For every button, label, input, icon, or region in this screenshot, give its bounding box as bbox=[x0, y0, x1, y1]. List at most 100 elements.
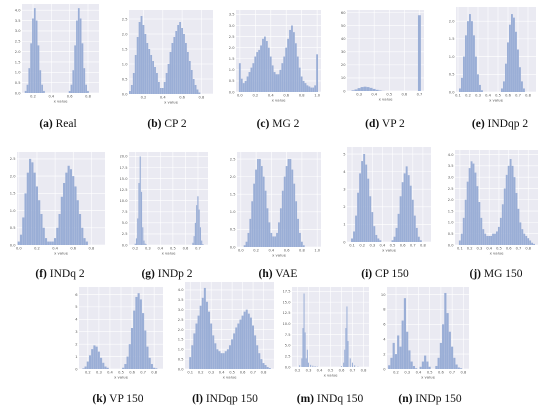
y-tick-label: 0 bbox=[383, 367, 386, 371]
histogram-bar bbox=[467, 21, 469, 93]
histogram-bar bbox=[22, 217, 25, 245]
panel-caption-i: (i) CP 150 bbox=[320, 268, 450, 280]
histogram-bar bbox=[266, 367, 269, 369]
histogram-bar bbox=[302, 328, 304, 367]
x-tick-label: 0.6 bbox=[400, 244, 406, 248]
histogram-bar bbox=[363, 86, 367, 91]
histogram-bar bbox=[84, 366, 87, 369]
histogram-c: 0.0 0.5 1.0 1.5 2.0 2.5 3.0 3.5 0.0 0.2 0.4 0.6 0.8 1… bbox=[229, 10, 321, 103]
histogram-bar bbox=[505, 174, 508, 245]
histogram-bar bbox=[239, 319, 242, 369]
histogram-bar bbox=[190, 70, 193, 94]
histogram-bar bbox=[479, 84, 481, 92]
histogram-bar bbox=[357, 88, 361, 91]
histogram-bar bbox=[507, 42, 509, 92]
histogram-bar bbox=[139, 299, 142, 369]
x-tick-label: 0.2 bbox=[393, 371, 399, 375]
histogram-bar bbox=[260, 359, 263, 369]
caption-label: VAE bbox=[275, 268, 298, 280]
x-tick-label: 0.5 bbox=[229, 371, 235, 375]
histogram-panel-g: 0.0 2.5 5.0 7.5 10.0 12.5 15.0 17.5 20.0 0.2 0.3 0.… bbox=[120, 150, 210, 258]
histogram-g: 0.0 2.5 5.0 7.5 10.0 12.5 15.0 17.5 20.0 0.2 0.3 0.… bbox=[120, 152, 208, 256]
x-tick-label: 0.6 bbox=[402, 93, 408, 97]
y-tick-label: 4 bbox=[75, 318, 78, 322]
y-tick-label: 0.0 bbox=[122, 243, 128, 247]
histogram-j: 0.0 0.5 1.0 1.5 2.0 2.5 3.0 3.5 4.0 0.1 0.2 0.3 0.4 0… bbox=[448, 150, 538, 256]
histogram-bar bbox=[354, 89, 358, 91]
y-tick-label: 15.0 bbox=[283, 300, 291, 304]
histogram-bar bbox=[42, 227, 45, 245]
histogram-bar bbox=[475, 56, 477, 92]
histogram-bar bbox=[390, 357, 393, 369]
histogram-bar bbox=[87, 90, 89, 93]
histogram-bar bbox=[72, 176, 75, 245]
histogram-bar bbox=[405, 166, 408, 242]
histogram-bar bbox=[40, 214, 43, 245]
x-tick-label: 0.6 bbox=[67, 95, 73, 99]
histogram-bar bbox=[490, 235, 493, 245]
histogram-bar bbox=[256, 52, 259, 92]
x-tick-label: 0.2 bbox=[198, 371, 204, 375]
x-axis-label: x value bbox=[164, 100, 178, 105]
histogram-bar bbox=[195, 323, 198, 369]
x-tick-label: 0.8 bbox=[85, 95, 91, 99]
x-tick-label: 0.2 bbox=[85, 371, 91, 375]
x-tick-label: 1.0 bbox=[314, 249, 320, 253]
histogram-bar bbox=[403, 298, 406, 369]
histogram-bar bbox=[235, 327, 238, 369]
histogram-bar bbox=[262, 176, 265, 247]
x-tick-label: 0.5 bbox=[390, 244, 396, 248]
histogram-bar bbox=[150, 364, 153, 369]
histogram-bar bbox=[476, 186, 479, 245]
histogram-bar bbox=[306, 349, 308, 367]
x-tick-label: 0.4 bbox=[380, 244, 386, 248]
caption-label: INDp 2 bbox=[157, 268, 193, 280]
histogram-bar bbox=[152, 61, 155, 94]
panel-caption-n: (n) INDp 150 bbox=[365, 393, 495, 405]
x-tick-label: 0.4 bbox=[48, 95, 54, 99]
histogram-bar bbox=[210, 323, 213, 369]
histogram-bar bbox=[197, 315, 200, 369]
histogram-bar bbox=[395, 227, 398, 242]
x-tick-label: 0.4 bbox=[107, 371, 113, 375]
histogram-bar bbox=[355, 215, 358, 242]
x-tick-label: 0.3 bbox=[306, 369, 312, 373]
x-tick-label: 0.4 bbox=[317, 369, 323, 373]
x-tick-label: 0.8 bbox=[89, 247, 95, 251]
histogram-bar bbox=[139, 156, 141, 245]
histogram-bar bbox=[68, 90, 71, 93]
histogram-bar bbox=[216, 349, 219, 369]
histogram-bar bbox=[401, 320, 404, 369]
histogram-bar bbox=[369, 196, 372, 242]
x-axis-label: x value bbox=[223, 375, 237, 380]
x-tick-label: 0.2 bbox=[465, 94, 471, 98]
x-tick-label: 0.4 bbox=[485, 94, 491, 98]
y-tick-label: 5 bbox=[343, 152, 345, 156]
histogram-bar bbox=[161, 88, 164, 94]
histogram-bar bbox=[460, 368, 463, 369]
x-tick-label: 0.2 bbox=[253, 249, 259, 253]
histogram-bar bbox=[304, 83, 307, 92]
histogram-bar bbox=[260, 166, 263, 247]
histogram-bar bbox=[509, 159, 512, 245]
caption-label: INDq 150 bbox=[316, 393, 364, 405]
histogram-bar bbox=[378, 90, 382, 91]
caption-letter: (k) bbox=[92, 393, 107, 405]
histogram-bar bbox=[446, 313, 449, 369]
histogram-bar bbox=[142, 25, 145, 94]
x-tick-label: 0.4 bbox=[157, 247, 163, 251]
histogram-bar bbox=[270, 232, 273, 247]
histogram-bar bbox=[392, 342, 395, 369]
histogram-bar bbox=[465, 35, 467, 92]
histogram-bar bbox=[412, 366, 415, 369]
x-axis-label: x value bbox=[489, 98, 503, 103]
y-tick-label: 1.5 bbox=[229, 57, 235, 61]
y-tick-label: 1.5 bbox=[178, 338, 184, 342]
histogram-bar bbox=[156, 73, 158, 94]
x-tick-label: 0.0 bbox=[238, 249, 244, 253]
x-tick-label: 0.2 bbox=[30, 95, 36, 99]
histogram-bar bbox=[76, 200, 79, 245]
y-tick-label: 1.5 bbox=[448, 209, 454, 213]
histogram-bar bbox=[56, 227, 59, 245]
histogram-bar bbox=[264, 190, 267, 247]
